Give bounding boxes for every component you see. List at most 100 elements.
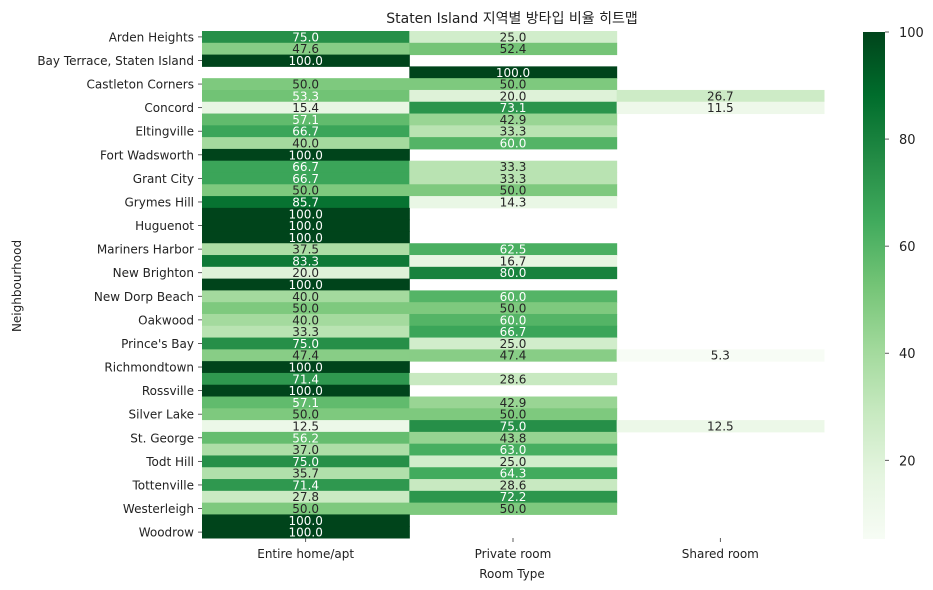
heatmap-cell bbox=[202, 89, 410, 103]
y-tick-label: Fort Wadsworth bbox=[100, 148, 194, 162]
y-tick-label: Bay Terrace, Staten Island bbox=[37, 54, 194, 68]
heatmap-cell bbox=[409, 255, 618, 268]
heatmap-cell bbox=[409, 313, 618, 327]
heatmap-cell bbox=[409, 337, 618, 350]
heatmap-cell bbox=[409, 502, 618, 515]
cell-value-label: 100.0 bbox=[288, 361, 322, 375]
heatmap-cell bbox=[409, 302, 618, 315]
heatmap-cell bbox=[202, 526, 410, 539]
cell-value-label: 56.2 bbox=[292, 431, 319, 445]
cell-value-label: 50.0 bbox=[500, 302, 527, 316]
cell-value-label: 100.0 bbox=[288, 219, 322, 233]
heatmap-cell bbox=[202, 31, 410, 44]
heatmap-cell bbox=[616, 89, 825, 103]
heatmap-cell bbox=[202, 54, 410, 67]
heatmap-cell bbox=[409, 78, 618, 91]
y-tick-label: New Dorp Beach bbox=[94, 290, 194, 304]
cell-value-label: 63.0 bbox=[500, 443, 527, 457]
cell-value-label: 100.0 bbox=[288, 514, 322, 528]
cell-value-label: 47.4 bbox=[500, 349, 527, 363]
cell-value-label: 50.0 bbox=[500, 78, 527, 92]
colorbar-tick-label: 40 bbox=[899, 347, 916, 362]
heatmap-cell bbox=[202, 467, 410, 480]
heatmap-cell bbox=[202, 243, 410, 256]
heatmap-cell bbox=[409, 349, 618, 362]
cell-value-label: 11.5 bbox=[707, 101, 734, 115]
cell-value-label: 33.3 bbox=[500, 160, 527, 174]
cell-value-label: 50.0 bbox=[292, 184, 319, 198]
cell-value-label: 37.0 bbox=[292, 443, 319, 457]
x-tick-labels: Entire home/apt Private room Shared room bbox=[257, 538, 759, 561]
heatmap-cell bbox=[202, 490, 410, 504]
cell-value-label: 40.0 bbox=[292, 313, 319, 327]
cell-value-label: 71.4 bbox=[292, 372, 319, 386]
heatmap-cell bbox=[202, 148, 410, 162]
heatmap-cell bbox=[409, 196, 618, 209]
y-axis-label: Neighbourhood bbox=[10, 240, 24, 332]
cell-value-label: 75.0 bbox=[500, 419, 527, 433]
heatmap-cell bbox=[202, 361, 410, 374]
colorbar-tick-label: 20 bbox=[899, 454, 916, 469]
heatmap-cell bbox=[616, 101, 825, 115]
heatmap-cell bbox=[202, 266, 410, 280]
heatmap-cell bbox=[202, 420, 410, 433]
heatmap-cell bbox=[202, 172, 410, 185]
colorbar-ticks: 20 40 60 80 100 bbox=[885, 26, 924, 469]
y-tick-label: Rossville bbox=[142, 384, 194, 398]
chart-title: Staten Island 지역별 방타입 비율 히트맵 bbox=[386, 11, 638, 27]
heatmap-cell bbox=[202, 455, 410, 468]
cell-value-label: 25.0 bbox=[500, 337, 527, 351]
heatmap-cell bbox=[202, 479, 410, 492]
cell-value-label: 37.5 bbox=[292, 243, 319, 257]
cell-value-label: 75.0 bbox=[292, 455, 319, 469]
cell-value-label: 25.0 bbox=[500, 30, 527, 44]
y-tick-labels: Arden Heights Bay Terrace, Staten Island C… bbox=[37, 30, 202, 540]
heatmap-cell bbox=[202, 101, 410, 115]
x-tick-label: Entire home/apt bbox=[257, 547, 354, 561]
cell-value-label: 42.9 bbox=[500, 113, 527, 127]
y-tick-label: Oakwood bbox=[138, 313, 194, 327]
y-tick-label: Huguenot bbox=[135, 219, 194, 233]
y-tick-label: Woodrow bbox=[139, 526, 194, 540]
cell-value-label: 14.3 bbox=[500, 195, 527, 209]
heatmap-cell bbox=[409, 89, 618, 103]
cell-value-label: 100.0 bbox=[288, 54, 322, 68]
cell-value-label: 43.8 bbox=[500, 431, 527, 445]
cell-value-label: 33.3 bbox=[500, 125, 527, 139]
cell-value-label: 5.3 bbox=[711, 349, 730, 363]
heatmap-cell bbox=[616, 349, 825, 362]
cell-value-label: 66.7 bbox=[292, 172, 319, 186]
colorbar bbox=[863, 32, 885, 539]
heatmap-cell bbox=[409, 66, 618, 79]
cell-value-label: 50.0 bbox=[292, 302, 319, 316]
cell-value-label: 47.6 bbox=[292, 42, 319, 56]
heatmap-cell bbox=[202, 349, 410, 362]
heatmap-cell bbox=[202, 396, 410, 409]
y-tick-label: Mariners Harbor bbox=[97, 243, 194, 257]
cell-value-label: 60.0 bbox=[500, 137, 527, 151]
cell-value-label: 20.0 bbox=[292, 266, 319, 280]
heatmap-cell bbox=[202, 78, 410, 91]
heatmap-cell bbox=[202, 137, 410, 150]
y-tick-label: Tottenville bbox=[131, 478, 194, 492]
cell-value-label: 60.0 bbox=[500, 290, 527, 304]
cell-value-label: 28.6 bbox=[500, 372, 527, 386]
colorbar-tick-label: 60 bbox=[899, 240, 916, 255]
heatmap-cell bbox=[202, 408, 410, 421]
y-tick-label: Grant City bbox=[133, 172, 194, 186]
cell-value-label: 72.2 bbox=[500, 490, 527, 504]
cell-value-label: 83.3 bbox=[292, 254, 319, 268]
heatmap-cell bbox=[202, 313, 410, 327]
y-tick-label: New Brighton bbox=[113, 266, 194, 280]
heatmap-cell bbox=[202, 184, 410, 197]
cell-value-label: 100.0 bbox=[288, 207, 322, 221]
y-tick-label: Prince's Bay bbox=[121, 337, 194, 351]
heatmap-cell bbox=[409, 467, 618, 480]
heatmap-cell bbox=[409, 396, 618, 409]
cell-value-label: 100.0 bbox=[288, 384, 322, 398]
cell-value-label: 12.5 bbox=[292, 419, 319, 433]
cell-value-label: 50.0 bbox=[292, 78, 319, 92]
cell-value-label: 50.0 bbox=[500, 408, 527, 422]
heatmap-cell bbox=[409, 420, 618, 433]
heatmap-cell bbox=[202, 502, 410, 515]
